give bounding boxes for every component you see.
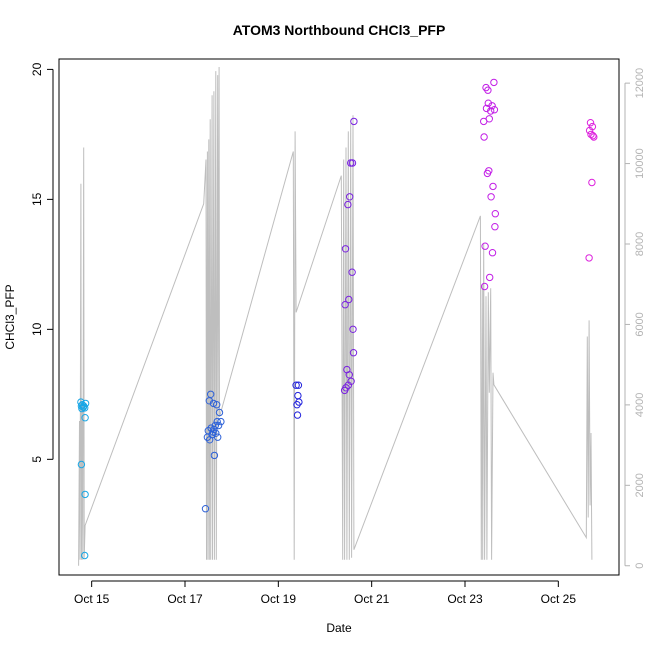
data-point (484, 99, 492, 107)
data-point (209, 399, 218, 408)
data-point (488, 102, 496, 110)
data-point (81, 399, 90, 408)
data-point (214, 433, 222, 441)
data-point (486, 273, 494, 282)
data-point (295, 398, 303, 406)
x-tick-label: Oct 15 (74, 592, 110, 606)
data-point (81, 404, 89, 412)
data-point (345, 295, 353, 304)
altitude-series-line (78, 66, 593, 566)
data-point (210, 425, 218, 434)
points-layer (77, 78, 598, 560)
data-point (344, 200, 352, 209)
x-axis: Oct 15 Oct 17 Oct 19 Oct 21 Oct 23 Oct 25 (74, 580, 577, 606)
data-point (201, 505, 210, 513)
chart-title: ATOM3 Northbound CHCl3_PFP (233, 22, 446, 38)
data-point (77, 460, 86, 469)
data-point (589, 132, 597, 140)
y-tick-label: 5 (30, 456, 44, 463)
data-point (292, 381, 300, 389)
y-axis-label: CHCl3_PFP (3, 284, 17, 349)
data-point (217, 417, 225, 426)
data-point (349, 325, 357, 333)
data-point (81, 551, 89, 560)
data-point (487, 107, 495, 115)
data-point (213, 417, 221, 426)
x-tick-label: Oct 21 (354, 592, 390, 606)
data-point (211, 421, 220, 430)
data-point (81, 414, 89, 422)
data-point (349, 349, 358, 357)
y-tick-label: 20 (30, 62, 44, 76)
y-tick-label: 10 (30, 322, 44, 336)
data-point (588, 178, 596, 187)
data-point (481, 242, 489, 250)
y2-tick-label: 0 (634, 563, 646, 569)
data-point (212, 429, 220, 437)
data-point (346, 193, 354, 201)
data-point (345, 371, 353, 379)
data-point (81, 490, 89, 499)
data-point (214, 421, 223, 430)
data-point (294, 391, 302, 400)
data-point (487, 193, 495, 201)
data-point (341, 301, 349, 309)
data-point (585, 254, 593, 262)
x-tick-label: Oct 23 (447, 592, 483, 606)
x-axis-label: Date (326, 621, 352, 635)
data-point (586, 119, 595, 127)
y2-tick-label: 2000 (634, 473, 646, 497)
data-point (213, 401, 221, 409)
data-point (491, 223, 499, 231)
data-point (348, 268, 356, 276)
data-point (490, 78, 498, 87)
data-point (210, 451, 219, 460)
y2-tick-label: 4000 (634, 393, 646, 417)
data-point (484, 86, 492, 94)
data-point (348, 159, 357, 167)
data-point (489, 182, 497, 191)
data-point (485, 115, 493, 123)
x-tick-label: Oct 19 (261, 592, 297, 606)
y2-tick-label: 10000 (634, 148, 646, 179)
y-axis: 5 10 15 20 (30, 62, 54, 463)
data-point (480, 282, 489, 291)
x-tick-label: Oct 25 (541, 592, 577, 606)
y2-axis: 0 2000 4000 6000 8000 10000 12000 (624, 68, 646, 569)
data-point (590, 133, 598, 141)
data-point (341, 245, 350, 253)
data-point (294, 381, 303, 389)
plot-frame (58, 58, 620, 576)
data-point (207, 390, 215, 398)
y2-tick-label: 12000 (634, 68, 646, 99)
data-point (488, 249, 497, 257)
data-point (347, 377, 355, 385)
y2-tick-label: 6000 (634, 312, 646, 336)
data-point (293, 411, 302, 419)
data-point (490, 106, 499, 114)
data-point (588, 122, 597, 131)
x-tick-label: Oct 17 (167, 592, 203, 606)
data-point (350, 117, 358, 126)
y2-tick-label: 8000 (634, 232, 646, 256)
data-point (342, 384, 350, 392)
altitude-layer (78, 66, 593, 566)
data-point (491, 210, 499, 218)
y-tick-label: 15 (30, 192, 44, 206)
data-point (215, 408, 224, 417)
data-point (480, 133, 488, 141)
data-point (485, 167, 493, 175)
